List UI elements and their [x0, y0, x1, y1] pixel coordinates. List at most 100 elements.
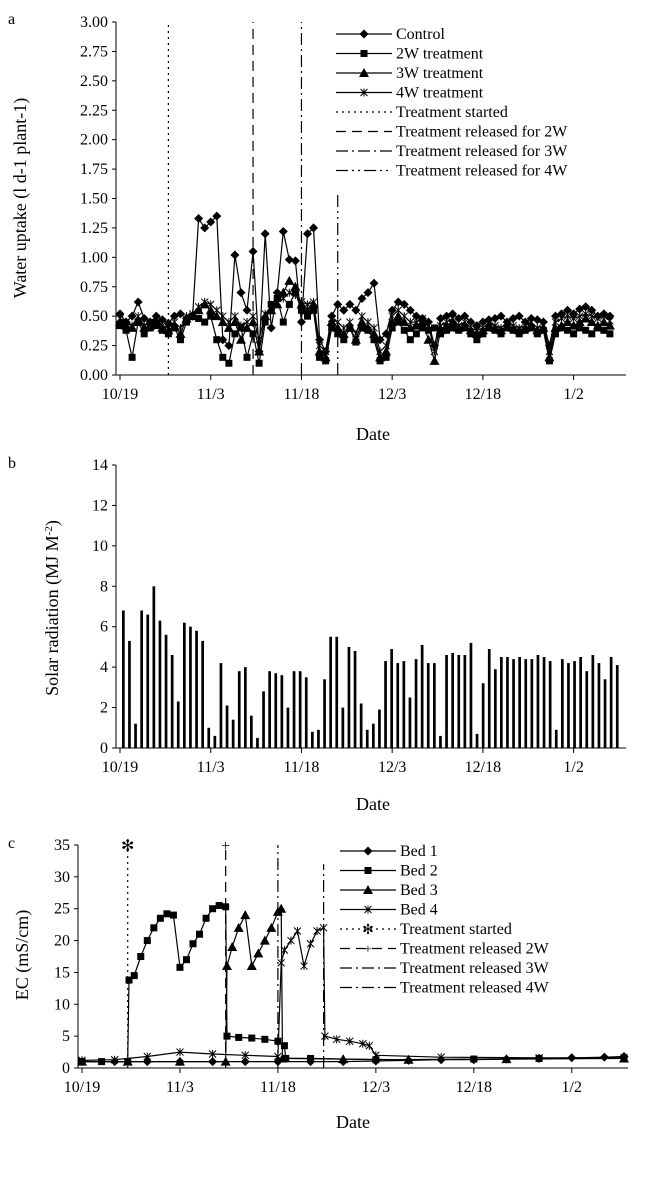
a-series-4-point: [569, 314, 578, 323]
b-bar: [250, 715, 253, 748]
a-series-3-point: [332, 322, 343, 332]
c-series-4-point: [280, 946, 289, 955]
a-series-3-point: [235, 334, 246, 344]
b-bar: [219, 663, 223, 748]
b-bar: [378, 709, 381, 748]
a-series-3-point: [362, 322, 373, 332]
b-bar: [475, 733, 479, 748]
a-legend-label: Control: [396, 26, 445, 43]
b-bar: [323, 679, 326, 748]
c-vline-top-marker-1: ✻: [121, 838, 134, 855]
a-series-1-point: [387, 305, 397, 315]
c-series-2-point: [150, 924, 158, 932]
a-legend-label: Treatment released for 3W: [396, 143, 568, 160]
a-series-2-point: [297, 306, 305, 314]
b-bar: [237, 671, 241, 748]
a-series-3-point: [223, 322, 234, 332]
a-y-tick-label: 0.00: [80, 367, 108, 384]
b-bar: [420, 644, 424, 748]
a-legend-item-5: Treatment started: [336, 104, 508, 121]
b-bar: [414, 659, 418, 748]
b-bar: [122, 610, 125, 748]
a-series-1-point: [405, 305, 415, 315]
panel-c-letter: c: [8, 835, 15, 852]
c-series-4-point: [358, 1039, 367, 1048]
a-series-4-point: [472, 326, 481, 335]
panel-c-series: [77, 902, 629, 1067]
c-y-tick-label: 10: [54, 996, 70, 1013]
b-bar: [603, 679, 607, 748]
c-series-3-point: [240, 910, 251, 920]
c-series-4-point: [345, 1037, 354, 1046]
a-series-4-point: [212, 306, 221, 315]
a-series-4-point: [418, 314, 427, 323]
a-series-1-point: [563, 305, 573, 315]
a-series-3-point: [568, 320, 579, 330]
c-legend-marker: +: [364, 943, 372, 958]
c-series-3-point: [501, 1054, 512, 1064]
b-bar: [231, 719, 235, 748]
a-legend-label: 4W treatment: [396, 85, 484, 102]
a-series-2-point: [382, 353, 390, 361]
a-series-4-point: [188, 309, 197, 318]
b-bar: [365, 729, 369, 748]
a-series-4-point: [581, 309, 590, 318]
a-series-2-point: [564, 326, 572, 334]
a-series-1-point: [127, 311, 137, 321]
a-series-3-point: [429, 355, 440, 365]
a-legend-label: Treatment released for 2W: [396, 124, 568, 141]
a-series-1-point: [345, 299, 355, 309]
a-y-tick-label: 0.25: [80, 338, 108, 355]
b-bar: [518, 657, 521, 748]
a-series-4-point: [563, 312, 572, 321]
a-series-2-point: [606, 330, 614, 338]
a-legend-item-8: Treatment released for 4W: [336, 163, 568, 180]
b-bar: [280, 675, 284, 748]
c-y-tick-label: 0: [62, 1060, 70, 1077]
b-bar: [298, 671, 302, 748]
c-legend-item-7: Treatment released 3W: [340, 960, 550, 977]
a-series-4-point: [116, 314, 124, 323]
a-y-tick-label: 1.75: [80, 161, 108, 178]
c-legend-item-6: + Treatment released 2W: [340, 941, 550, 958]
a-series-4-point: [364, 318, 372, 327]
c-series-3-point: [221, 961, 232, 971]
c-series-3-point: [246, 961, 257, 971]
b-bar: [494, 669, 497, 748]
a-series-4-point: [509, 321, 517, 330]
c-y-tick-label: 35: [54, 837, 70, 854]
panel-c-legend: Bed 1 Bed 2 Bed 3 Bed 4 ✻ Treatment started + T…: [340, 843, 550, 997]
a-series-1-point: [133, 297, 143, 307]
c-series-2-point: [196, 930, 204, 938]
b-y-tick-label: 10: [92, 538, 108, 555]
a-series-4-point: [255, 335, 263, 344]
c-series-4-point: [306, 939, 315, 948]
a-series-4-point: [249, 312, 257, 321]
c-legend-item-8: Treatment released 4W: [340, 980, 550, 997]
panel-b-x-axis-label: Date: [356, 794, 390, 814]
c-series-4-point: [313, 927, 321, 936]
b-bar: [134, 723, 137, 748]
a-series-2-point: [207, 312, 215, 320]
a-series-4-point: [164, 323, 173, 332]
c-series-2-point: [137, 953, 145, 960]
b-bar: [164, 634, 168, 748]
a-series-3-point: [381, 346, 392, 356]
a-legend-label: 3W treatment: [396, 65, 484, 82]
a-series-1-point: [278, 226, 288, 236]
a-series-2-point: [231, 330, 239, 338]
a-series-2-point: [388, 324, 396, 332]
b-x-tick-label: 12/3: [378, 759, 406, 776]
a-series-1-point: [460, 311, 470, 321]
a-legend-label: Treatment released for 4W: [396, 163, 568, 180]
a-series-2-point: [255, 359, 263, 367]
a-series-2-point: [412, 330, 420, 338]
a-series-3-point: [375, 352, 386, 362]
a-series-2-point: [279, 318, 287, 326]
c-series-4-point: [620, 1053, 628, 1062]
b-bar: [591, 655, 595, 748]
c-series-4-point: [287, 936, 295, 945]
a-series-2-point: [303, 312, 311, 320]
a-series-4-point: [327, 314, 336, 323]
